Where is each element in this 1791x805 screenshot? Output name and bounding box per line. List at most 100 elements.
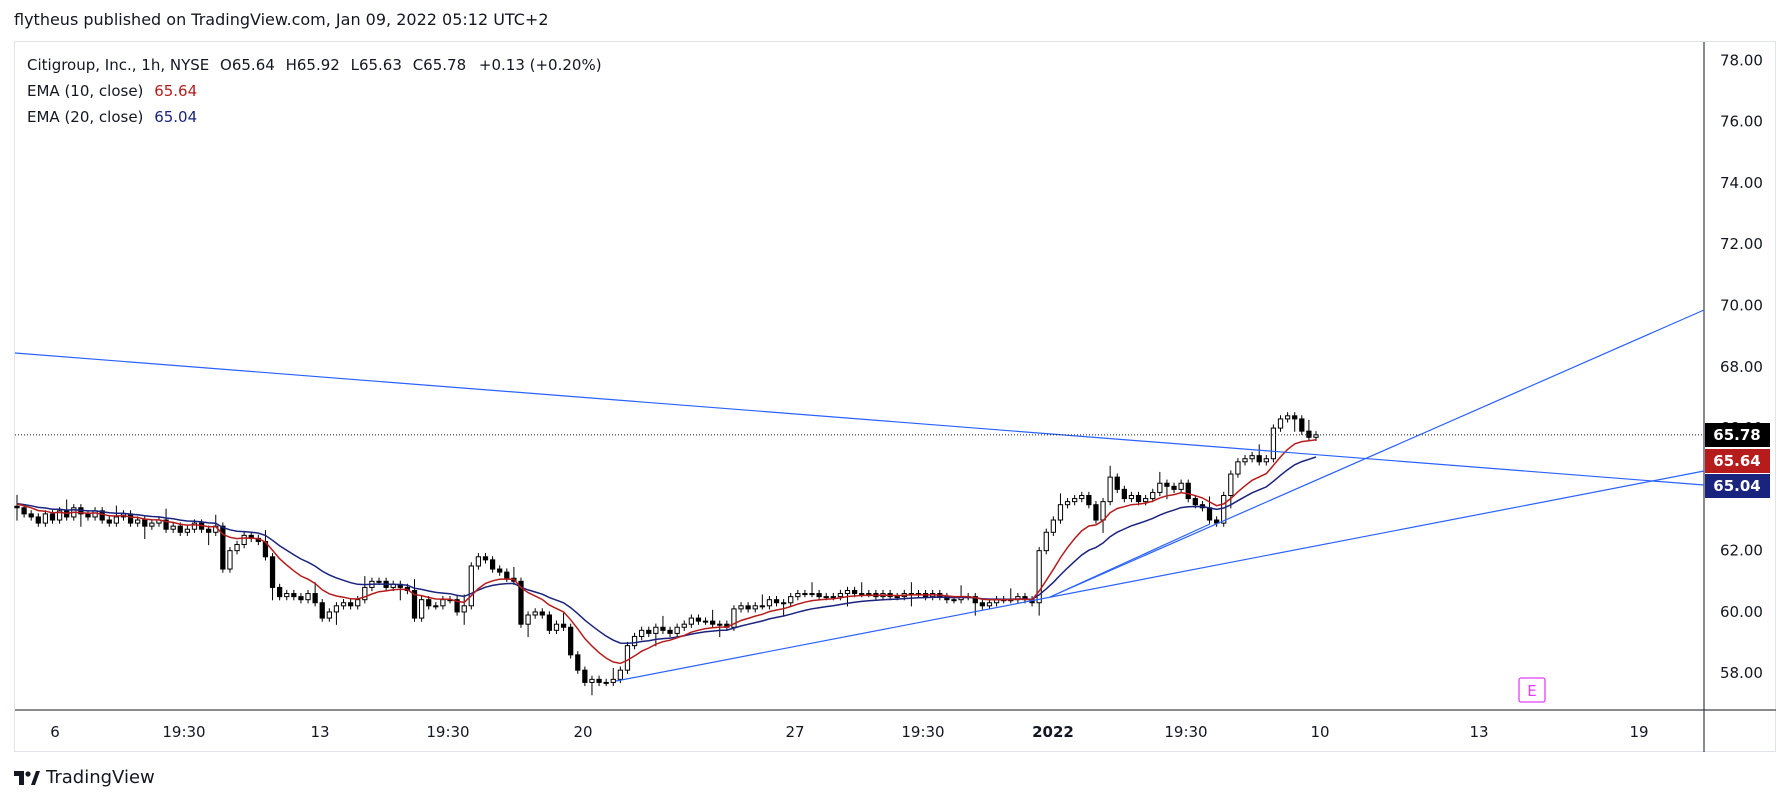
y-tick-label: 76.00 <box>1720 113 1763 131</box>
candle-body <box>1121 488 1127 500</box>
ascending-trendline-short[interactable] <box>1049 523 1211 598</box>
x-tick-label: 19:30 <box>426 723 469 741</box>
candle-body <box>1192 498 1198 506</box>
publisher-header: flytheus published on TradingView.com, J… <box>14 10 549 29</box>
candle-body <box>1185 482 1191 500</box>
y-tick-label: 74.00 <box>1720 174 1763 192</box>
candle-body <box>837 593 844 598</box>
candle-body <box>42 513 49 524</box>
candle-body <box>35 516 41 524</box>
candle-body <box>603 681 609 684</box>
tradingview-brand: TradingView <box>46 767 155 788</box>
earnings-marker[interactable] <box>1518 677 1546 703</box>
y-tick-label: 72.00 <box>1720 235 1763 253</box>
candle-body <box>1114 476 1120 490</box>
candle-body <box>14 505 20 509</box>
x-tick-label: 13 <box>1469 723 1488 741</box>
candle-body <box>844 589 851 595</box>
candle-body <box>170 525 176 530</box>
candle-body <box>177 525 183 533</box>
y-tick-label: 78.00 <box>1720 51 1763 69</box>
price-badge <box>1705 449 1770 473</box>
candle-body <box>1263 458 1269 463</box>
chart-frame <box>14 41 1776 752</box>
candle-body <box>106 519 112 524</box>
x-tick-label: 6 <box>50 723 60 741</box>
candle-body <box>305 593 311 601</box>
candle-body <box>142 519 148 527</box>
candle-body <box>830 596 836 599</box>
x-tick-label: 19:30 <box>1164 723 1207 741</box>
ema10-line <box>16 438 1317 665</box>
price-badge <box>1705 474 1770 498</box>
candle-body <box>575 654 581 671</box>
candle-body <box>1107 476 1113 503</box>
candle-body <box>646 629 652 634</box>
candle-body <box>731 608 737 628</box>
x-tick-label: 13 <box>310 723 329 741</box>
candle-body <box>411 589 418 619</box>
ohlc-row: Citigroup, Inc., 1h, NYSE O65.64 H65.92 … <box>27 52 602 78</box>
candle-body <box>127 513 134 524</box>
candle-body <box>1299 418 1305 432</box>
open-value: 65.64 <box>231 56 275 74</box>
ascending-trendline-upper[interactable] <box>1049 309 1705 598</box>
candle-body <box>1249 455 1255 460</box>
ema20-row: EMA (20, close) 65.04 <box>27 104 602 130</box>
price-badge-label: 65.04 <box>1713 477 1760 495</box>
candle-body <box>291 593 297 598</box>
candle-body <box>220 525 226 570</box>
candle-body <box>1292 415 1298 420</box>
candle-body <box>702 620 709 623</box>
candle-body <box>553 623 560 631</box>
candle-body <box>1064 501 1071 506</box>
candle-body <box>851 589 858 595</box>
y-tick-label: 62.00 <box>1720 542 1763 560</box>
footer-branding[interactable]: TradingView <box>14 767 155 788</box>
chart-legend: Citigroup, Inc., 1h, NYSE O65.64 H65.92 … <box>27 52 602 130</box>
candle-body <box>979 602 986 607</box>
candle-body <box>113 516 120 524</box>
candle-body <box>426 599 432 607</box>
candle-body <box>234 544 240 552</box>
candle-body <box>773 599 780 604</box>
descending-trendline[interactable] <box>14 352 1705 486</box>
candle-body <box>85 513 91 518</box>
candle-body <box>1100 501 1106 521</box>
candle-body <box>1178 482 1184 490</box>
low-label: L <box>350 56 359 74</box>
ascending-trendline-lower[interactable] <box>615 470 1705 682</box>
candle-body <box>752 605 758 610</box>
change-value: +0.13 (+0.20%) <box>478 56 602 74</box>
candle-body <box>163 519 169 530</box>
candle-body <box>1143 498 1149 503</box>
candle-body <box>135 519 141 524</box>
close-value: 65.78 <box>423 56 467 74</box>
candle-body <box>1277 418 1284 429</box>
y-tick-label: 68.00 <box>1720 358 1763 376</box>
candle-body <box>1284 415 1291 420</box>
candle-body <box>745 605 751 610</box>
candle-body <box>1213 519 1220 524</box>
candle-body <box>582 669 588 683</box>
candle-body <box>440 599 446 607</box>
ema20-value: 65.04 <box>154 108 198 126</box>
candle-body <box>312 593 318 604</box>
candle-body <box>1043 531 1049 552</box>
candle-body <box>759 605 765 608</box>
candle-body <box>489 559 496 570</box>
candle-body <box>809 593 815 596</box>
candle-body <box>269 556 276 588</box>
candle-body <box>1150 491 1156 500</box>
candle-body <box>710 620 716 625</box>
y-tick-label: 58.00 <box>1720 664 1763 682</box>
ema20-label: EMA (20, close) <box>27 108 144 126</box>
candle-body <box>1036 550 1042 604</box>
x-tick-label: 20 <box>573 723 592 741</box>
candle-body <box>461 605 467 613</box>
y-tick-label: 60.00 <box>1720 603 1763 621</box>
candle-body <box>802 593 808 596</box>
candle-body <box>376 580 382 583</box>
candle-body <box>1050 519 1056 533</box>
